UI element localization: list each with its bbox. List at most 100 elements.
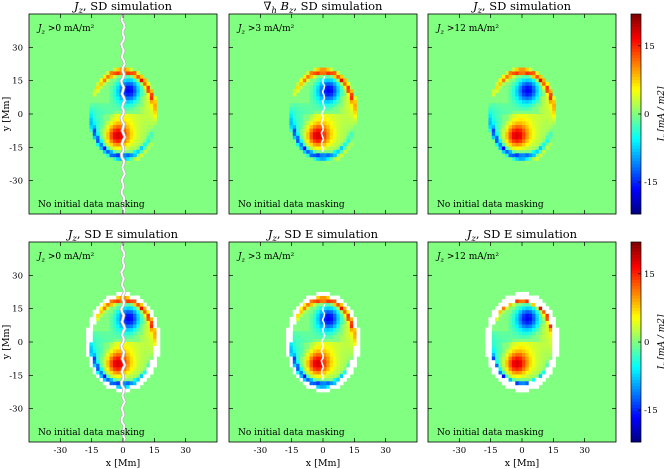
heatmap-cell xyxy=(129,103,134,108)
heatmap-cell xyxy=(491,317,496,321)
heatmap-cell xyxy=(96,139,100,143)
heatmap-cell xyxy=(302,352,307,357)
heatmap-cell xyxy=(495,367,499,371)
heatmap-cell xyxy=(505,153,509,158)
heatmap-cell xyxy=(511,92,516,97)
heatmap-cell xyxy=(349,324,354,329)
colorbar-swatch xyxy=(631,79,641,84)
heatmap-cell xyxy=(116,156,120,161)
heatmap-cell xyxy=(515,71,519,76)
heatmap-cell xyxy=(136,117,141,122)
colorbar-swatch xyxy=(631,245,641,249)
heatmap-cell xyxy=(99,103,104,108)
heatmap-cell xyxy=(508,114,513,118)
heatmap-cell xyxy=(96,363,100,368)
heatmap-cell xyxy=(312,313,317,318)
heatmap-cell xyxy=(522,96,526,101)
heatmap-cell xyxy=(306,139,310,143)
heatmap-cell xyxy=(511,142,516,147)
heatmap-cell xyxy=(109,302,114,307)
heatmap-cell xyxy=(323,317,327,321)
heatmap-cell xyxy=(309,349,314,354)
heatmap-cell xyxy=(329,67,334,72)
heatmap-cell xyxy=(495,309,499,314)
heatmap-cell xyxy=(532,349,536,354)
heatmap-cell xyxy=(299,331,304,336)
heatmap-cell xyxy=(522,153,526,158)
heatmap-cell xyxy=(133,320,137,325)
heatmap-cell xyxy=(296,345,300,350)
heatmap-cell xyxy=(129,320,134,325)
heatmap-cell xyxy=(538,356,543,361)
heatmap-cell xyxy=(525,309,530,314)
heatmap-cell xyxy=(119,299,124,304)
heatmap-cell xyxy=(552,356,556,361)
heatmap-cell xyxy=(292,309,297,314)
heatmap-cell xyxy=(292,349,297,354)
heatmap-cell xyxy=(511,356,516,361)
heatmap-cell xyxy=(488,338,493,343)
heatmap-cell xyxy=(309,92,314,97)
heatmap-cell xyxy=(346,117,351,122)
heatmap-cell xyxy=(89,334,94,339)
heatmap-cell xyxy=(319,99,324,104)
heatmap-cell xyxy=(312,67,317,72)
heatmap-cell xyxy=(102,374,107,379)
heatmap-cell xyxy=(136,367,141,371)
heatmap-cell xyxy=(346,317,351,321)
heatmap-cell xyxy=(109,338,114,343)
heatmap-cell xyxy=(488,342,493,346)
heatmap-cell xyxy=(346,342,351,346)
heatmap-cell xyxy=(522,67,526,72)
heatmap-cell xyxy=(538,131,543,136)
heatmap-cell xyxy=(542,313,546,318)
heatmap-cell xyxy=(323,121,327,126)
heatmap-cell xyxy=(532,374,536,379)
heatmap-cell xyxy=(346,309,351,314)
heatmap-cell xyxy=(146,320,151,325)
heatmap-cell xyxy=(525,306,530,311)
heatmap-cell xyxy=(302,131,307,136)
heatmap-cell xyxy=(346,121,351,126)
heatmap-cell xyxy=(319,153,324,158)
heatmap-cell xyxy=(309,99,314,104)
mask-line-core xyxy=(120,242,126,442)
heatmap-cell xyxy=(333,71,337,76)
heatmap-cell xyxy=(333,156,337,161)
heatmap-cell xyxy=(505,146,509,151)
heatmap-cell xyxy=(123,92,127,97)
heatmap-cell xyxy=(505,356,509,361)
heatmap-cell xyxy=(109,352,114,357)
heatmap-cell xyxy=(532,317,536,321)
heatmap-cell xyxy=(309,96,314,101)
heatmap-cell xyxy=(336,367,341,371)
heatmap-cell xyxy=(153,359,157,364)
heatmap-cell xyxy=(518,121,523,126)
heatmap-cell xyxy=(92,317,97,321)
heatmap-cell xyxy=(525,295,530,300)
y-tick-label: 15 xyxy=(12,305,23,315)
colorbar-swatch xyxy=(631,39,641,43)
heatmap-cell xyxy=(522,349,526,354)
heatmap-cell xyxy=(525,135,530,140)
heatmap-cell xyxy=(129,345,134,350)
heatmap-cell xyxy=(548,331,553,336)
colorbar-swatch xyxy=(631,32,641,37)
heatmap-cell xyxy=(326,121,331,126)
heatmap-cell xyxy=(528,114,533,118)
heatmap-cell xyxy=(505,121,509,126)
heatmap-cell xyxy=(136,124,141,129)
heatmap-cell xyxy=(109,106,114,111)
heatmap-cell xyxy=(518,363,523,368)
heatmap-cell xyxy=(518,128,523,133)
heatmap-cell xyxy=(329,320,334,325)
heatmap-cell xyxy=(116,142,120,147)
heatmap-cell xyxy=(319,146,324,151)
heatmap-cell xyxy=(491,114,496,118)
heatmap-cell xyxy=(532,89,536,93)
heatmap-cell xyxy=(349,92,354,97)
heatmap-cell xyxy=(508,320,513,325)
heatmap-cell xyxy=(106,153,110,158)
heatmap-cell xyxy=(302,74,307,79)
